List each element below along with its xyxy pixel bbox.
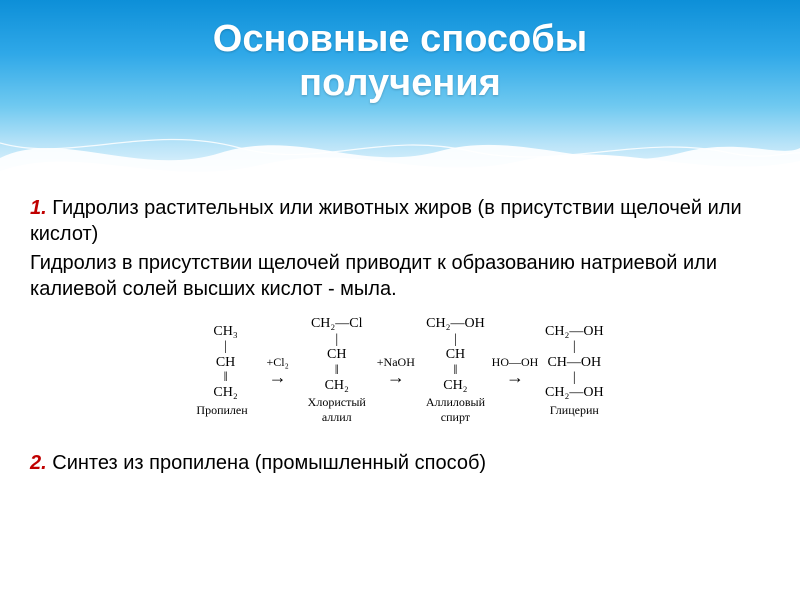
molecule-formula-line: CH₂—OH [426, 316, 485, 331]
molecule: CH₃ | CH ‖ CH₂ Пропилен [196, 324, 247, 418]
molecule-formula-line: | [573, 339, 576, 354]
molecule-label: Хлористый аллил [308, 395, 366, 425]
molecule-formula-line: | [335, 332, 338, 347]
molecule-formula-line: CH₂ [443, 378, 467, 393]
molecule: CH₂—OH|CH—OH|CH₂—OHГлицерин [545, 324, 604, 418]
molecule-formula-line: CH [446, 347, 465, 362]
slide-header: Основные способы получения [0, 0, 800, 192]
molecule-formula-line: CH₂ [206, 385, 237, 400]
slide-body: 1. Гидролиз растительных или животных жи… [0, 196, 800, 477]
arrow-glyph-icon: → [506, 368, 524, 386]
arrow-glyph-icon: → [269, 368, 287, 386]
item-number-2: 2. [30, 452, 47, 474]
wave-decoration [0, 103, 800, 193]
molecule-formula-line: | [454, 332, 457, 347]
molecule-label: Аллиловый спирт [426, 395, 485, 425]
molecule-formula-line: CH [327, 347, 346, 362]
item-number-1: 1. [30, 197, 47, 219]
molecule-formula-line: ‖ [217, 370, 228, 385]
paragraph-2-text: Гидролиз в присутствии щелочей приводит … [30, 252, 717, 300]
molecule-formula-line: CH₂—OH [545, 324, 604, 339]
paragraph-1: 1. Гидролиз растительных или животных жи… [30, 196, 770, 247]
molecule-formula-line: CH [209, 355, 235, 370]
molecule-label: Пропилен [196, 403, 247, 418]
molecule-formula-line: CH—OH [547, 355, 601, 370]
paragraph-3: 2. Синтез из пропилена (промышленный спо… [30, 451, 770, 477]
title-line-2: получения [299, 62, 501, 104]
paragraph-3-text: Синтез из пропилена (промышленный способ… [47, 452, 486, 474]
reaction-arrow: +NaOH→ [372, 355, 420, 386]
molecule-formula-line: CH₃ [206, 324, 237, 339]
reaction-scheme: CH₃ | CH ‖ CH₂Пропилен+Cl₂→CH₂—Cl|CH‖CH₂… [30, 316, 770, 425]
paragraph-2: Гидролиз в присутствии щелочей приводит … [30, 251, 770, 302]
molecule-formula-line: | [217, 339, 227, 354]
reaction-arrow: HO—OH→ [491, 355, 539, 386]
molecule: CH₂—Cl|CH‖CH₂ Хлористый аллил [308, 316, 366, 425]
reaction-arrow: +Cl₂→ [254, 355, 302, 386]
molecule-formula-line: | [573, 370, 576, 385]
molecule-formula-line: CH₂—Cl [311, 316, 363, 331]
molecule-formula-line: CH₂—OH [545, 385, 604, 400]
molecule-formula-line: CH₂ [325, 378, 349, 393]
molecule-formula-line: ‖ [453, 363, 457, 378]
paragraph-1-text: Гидролиз растительных или животных жиров… [30, 197, 742, 245]
molecule-label: Глицерин [550, 403, 599, 418]
slide-title: Основные способы получения [0, 18, 800, 105]
title-line-1: Основные способы [213, 18, 587, 60]
arrow-glyph-icon: → [387, 368, 405, 386]
molecule: CH₂—OH|CH‖CH₂ Аллиловый спирт [426, 316, 485, 425]
molecule-formula-line: ‖ [335, 363, 339, 378]
